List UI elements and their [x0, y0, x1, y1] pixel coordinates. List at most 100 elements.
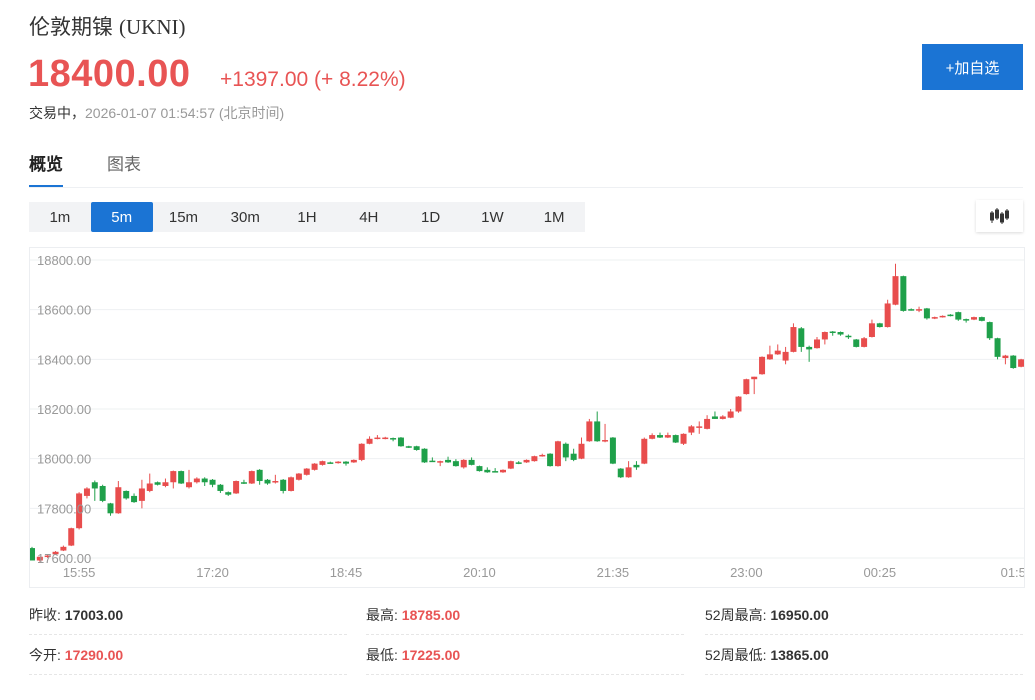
candle-body — [657, 435, 663, 438]
candle — [437, 460, 444, 467]
candle-body — [971, 317, 977, 320]
chart-type-button[interactable] — [976, 200, 1023, 232]
stat-value: 13865.00 — [770, 647, 829, 663]
candle-body — [641, 438, 648, 464]
candle-body — [445, 459, 452, 463]
candle — [916, 306, 923, 313]
candle — [374, 435, 381, 440]
divider — [366, 674, 684, 675]
candle — [178, 470, 185, 484]
candle — [288, 476, 295, 492]
period-1h[interactable]: 1H — [297, 208, 317, 226]
candle-body — [821, 332, 828, 340]
stat-value: 17003.00 — [64, 607, 124, 623]
candle — [806, 345, 813, 362]
candle-body — [131, 495, 138, 503]
candle — [955, 311, 962, 321]
candle-body — [751, 376, 758, 380]
candle-body — [868, 323, 875, 337]
candle-body — [170, 471, 177, 483]
candle — [99, 484, 106, 503]
candle-body — [178, 471, 185, 484]
x-tick-label: 17:20 — [196, 565, 229, 580]
candle-body — [91, 482, 98, 489]
candle — [484, 467, 491, 473]
tab-overview[interactable]: 概览 — [29, 150, 63, 188]
candle — [798, 327, 805, 352]
candle-body — [688, 426, 695, 433]
candle-body — [366, 438, 373, 444]
candle-body — [390, 438, 397, 440]
candle — [837, 331, 844, 336]
candle — [445, 456, 452, 463]
candle-body — [452, 461, 459, 467]
candle — [586, 418, 593, 442]
tab-chart[interactable]: 图表 — [107, 155, 141, 174]
divider — [29, 674, 347, 675]
candle — [492, 468, 499, 473]
candle-body — [829, 331, 836, 334]
candle — [892, 263, 899, 306]
candle-body — [735, 396, 742, 412]
candle-body — [845, 335, 852, 338]
y-tick-label: 18600.00 — [37, 303, 91, 318]
candle — [711, 411, 718, 419]
candle — [994, 337, 1001, 360]
last-price: 18400.00 — [28, 53, 191, 95]
price-chart[interactable]: 18800.00 18600.00 18400.00 18200.00 18000.00… — [29, 247, 1026, 588]
period-4h[interactable]: 4H — [359, 208, 379, 226]
candle — [44, 554, 51, 558]
candle-body — [759, 356, 766, 375]
candle-body — [115, 487, 122, 514]
candle — [170, 470, 177, 489]
candle — [688, 425, 695, 436]
candle — [36, 556, 43, 562]
candle-body — [594, 421, 601, 442]
candle-body — [350, 459, 357, 463]
trading-status: 交易中，2026-01-07 01:54:57 (北京时间) — [29, 103, 284, 123]
stat-value: 17290.00 — [64, 647, 124, 663]
period-1m[interactable]: 1m — [49, 208, 71, 226]
candle-body — [649, 435, 656, 439]
candle — [884, 299, 891, 328]
period-1mo[interactable]: 1M — [543, 208, 565, 226]
candle — [931, 316, 938, 320]
candle — [971, 316, 977, 321]
candle-body — [696, 426, 703, 428]
timestamp: 2026-01-07 01:54:57 (北京时间) — [85, 105, 285, 121]
instrument-symbol: (UKNI) — [119, 15, 186, 39]
candle-body — [790, 327, 797, 352]
candle-body — [978, 317, 985, 321]
stat-label: 52周最高: — [705, 607, 767, 623]
period-30m[interactable]: 30m — [230, 208, 260, 226]
candle — [256, 469, 263, 485]
stat-value: 18785.00 — [401, 607, 461, 623]
stat-prev-close: 昨收: 17003.00 — [29, 605, 123, 625]
candle-body — [460, 459, 467, 468]
stat-value: 16950.00 — [770, 607, 829, 623]
candle — [657, 432, 663, 439]
period-5m[interactable]: 5m — [90, 202, 153, 232]
period-15m[interactable]: 15m — [168, 208, 199, 226]
candle — [719, 415, 726, 420]
candle — [923, 307, 930, 320]
candle-body — [29, 548, 35, 561]
candle — [751, 376, 758, 395]
candle — [343, 461, 349, 466]
period-1d[interactable]: 1D — [420, 208, 441, 226]
candle — [52, 551, 59, 556]
candle-body — [413, 446, 420, 450]
period-1w[interactable]: 1W — [481, 208, 504, 226]
candlestick-chart[interactable]: 18800.00 18600.00 18400.00 18200.00 18000.00… — [29, 248, 1026, 587]
stat-label: 最高: — [366, 607, 398, 623]
candle-body — [492, 471, 499, 473]
add-watchlist-button[interactable]: +加自选 — [922, 44, 1023, 90]
candle — [531, 455, 538, 462]
candle-body — [217, 484, 224, 491]
candle — [382, 436, 389, 440]
candle — [594, 411, 601, 442]
candle-body — [806, 346, 813, 350]
candle — [131, 493, 138, 503]
candle-body — [272, 481, 279, 483]
candle-body — [327, 462, 334, 464]
